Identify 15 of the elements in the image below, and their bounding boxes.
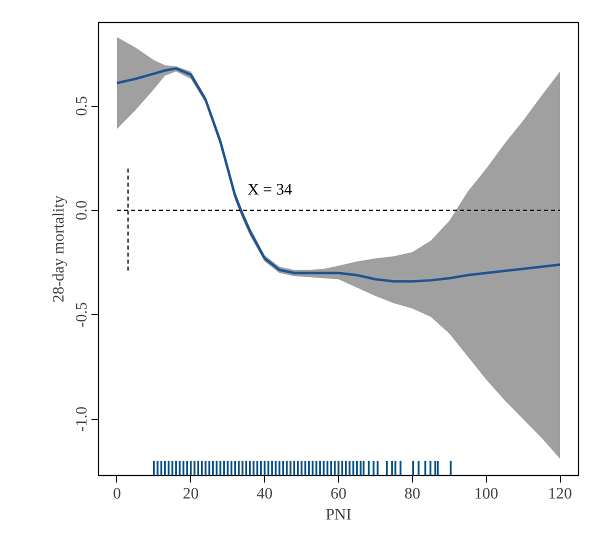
line-series	[116, 67, 562, 283]
x-tick-label: 20	[182, 486, 199, 502]
x-tick-label: 60	[330, 486, 346, 502]
annotation: X = 34	[248, 181, 292, 198]
x-tick-label: 80	[404, 486, 420, 502]
x-tick-label: 0	[112, 486, 121, 502]
y-tick-label: -1.0	[74, 406, 90, 432]
x-tick-label: 100	[474, 486, 498, 502]
y-tick-label: -0.5	[74, 302, 90, 328]
y-tick-label: 0.5	[74, 96, 90, 116]
y-axis-title: 28-day mortality	[50, 195, 68, 303]
x-tick-label: 40	[256, 486, 273, 502]
x-tick-label: 120	[548, 486, 572, 502]
y-tick-label: 0.0	[74, 200, 90, 220]
x-axis-title: PNI	[326, 506, 352, 524]
